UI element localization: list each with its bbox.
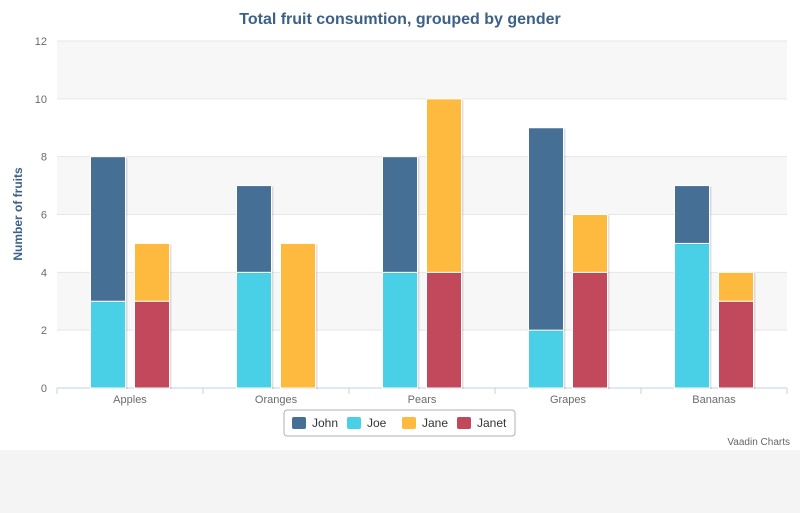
bar-john-oranges[interactable] [236, 185, 272, 273]
bar-jane-grapes[interactable] [572, 214, 608, 273]
bar-joe-grapes[interactable] [528, 329, 564, 389]
plot-band [57, 41, 787, 99]
bar-joe-oranges[interactable] [236, 271, 272, 389]
legend-label: Joe [367, 416, 387, 430]
bar-joe-apples[interactable] [90, 300, 126, 389]
legend-label: Jane [422, 416, 448, 430]
bar-janet-bananas[interactable] [718, 300, 754, 389]
y-tick-label: 2 [41, 325, 47, 337]
legend-swatch [347, 417, 361, 429]
grid-lines [57, 40, 787, 389]
bar-janet-grapes[interactable] [572, 271, 608, 389]
y-axis-ticks: 0 2 4 6 8 10 12 [35, 36, 47, 395]
bar-jane-oranges[interactable] [280, 242, 316, 389]
bar-jane-pears[interactable] [426, 98, 462, 273]
x-tick-label: Oranges [255, 394, 298, 406]
x-tick-label: Pears [408, 394, 437, 406]
y-tick-label: 12 [35, 36, 47, 48]
bar-janet-apples[interactable] [134, 300, 170, 389]
y-axis-title: Number of fruits [11, 167, 25, 261]
credits-link[interactable]: Vaadin Charts [727, 437, 790, 448]
bar-joe-pears[interactable] [382, 271, 418, 389]
legend-label: John [312, 416, 338, 430]
y-tick-label: 4 [41, 267, 47, 279]
legend: John Joe Jane Janet [283, 409, 516, 437]
y-tick-label: 6 [41, 210, 47, 222]
y-tick-label: 8 [41, 152, 47, 164]
fruit-consumption-chart: 0 2 4 6 8 10 12 Apples Oranges Pears Grapes Banana… [0, 0, 800, 450]
legend-item-janet[interactable]: Janet [457, 416, 507, 430]
y-tick-label: 0 [41, 383, 47, 395]
chart-svg: 0 2 4 6 8 10 12 Apples Oranges Pears Grapes Banana… [11, 11, 790, 448]
legend-swatch [457, 417, 471, 429]
x-tick-label: Grapes [550, 394, 587, 406]
plot-bands [57, 41, 787, 331]
bar-jane-bananas[interactable] [718, 271, 754, 302]
y-tick-label: 10 [35, 94, 47, 106]
bar-janet-pears[interactable] [426, 271, 462, 389]
bar-jane-apples[interactable] [134, 242, 170, 302]
bar-john-pears[interactable] [382, 156, 418, 273]
legend-item-jane[interactable]: Jane [402, 416, 448, 430]
plot-band [57, 272, 787, 331]
x-axis: Apples Oranges Pears Grapes Bananas [56, 388, 788, 406]
bar-joe-bananas[interactable] [674, 242, 710, 389]
x-tick-label: Apples [113, 394, 147, 406]
legend-swatch [402, 417, 416, 429]
legend-box [283, 409, 516, 437]
chart-title: Total fruit consumtion, grouped by gende… [239, 11, 560, 28]
plot-band [57, 156, 787, 215]
bar-john-apples[interactable] [90, 156, 126, 302]
bar-john-bananas[interactable] [674, 185, 710, 244]
legend-swatch [292, 417, 306, 429]
bar-john-grapes[interactable] [528, 127, 564, 331]
bar-series [90, 98, 756, 389]
legend-label: Janet [477, 416, 507, 430]
legend-item-joe[interactable]: Joe [347, 416, 387, 430]
legend-item-john[interactable]: John [292, 416, 338, 430]
x-tick-label: Bananas [692, 394, 736, 406]
